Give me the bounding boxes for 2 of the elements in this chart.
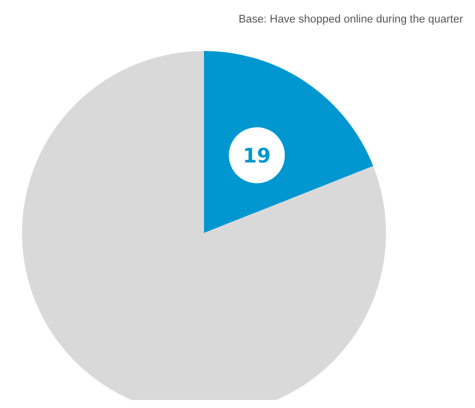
text: Base: Have shopped online during the quarter bbox=[238, 14, 464, 26]
data-label: 19 bbox=[242, 143, 271, 168]
